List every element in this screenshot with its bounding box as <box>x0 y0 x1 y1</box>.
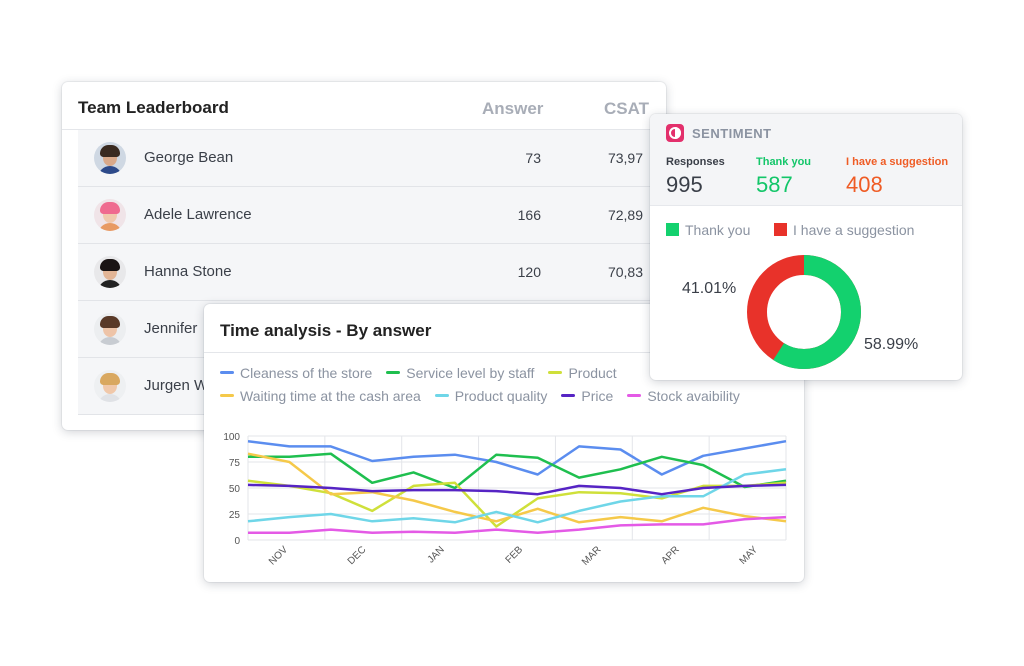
legend-item-thank-you[interactable]: Thank you <box>666 222 750 238</box>
csat-score: 72,89 <box>607 207 643 223</box>
legend-swatch <box>666 223 679 236</box>
legend-item[interactable]: Waiting time at the cash area <box>220 385 421 408</box>
member-name: George Bean <box>144 149 234 166</box>
legend-label: Cleaness of the store <box>240 365 373 381</box>
avatar <box>94 142 126 174</box>
legend-label: Product <box>568 365 617 381</box>
member-name: Adele Lawrence <box>144 206 252 223</box>
sentiment-title: SENTIMENT <box>692 126 772 141</box>
leaderboard-header: Team Leaderboard Answer CSAT <box>62 82 666 130</box>
sentiment-card: SENTIMENT Responses 995 Thank you 587 I … <box>650 114 962 380</box>
legend-item[interactable]: Service level by staff <box>386 362 534 385</box>
answer-count: 166 <box>517 207 541 223</box>
series-line <box>248 515 787 534</box>
series-line <box>247 483 787 496</box>
sentiment-donut-chart <box>747 255 861 369</box>
table-row[interactable]: Hanna Stone 120 70,83 <box>78 244 666 301</box>
legend-label: Service level by staff <box>406 365 535 381</box>
answer-count: 73 <box>525 150 541 166</box>
legend-line-swatch <box>627 394 642 397</box>
team-leaderboard-card: Team Leaderboard Answer CSAT George Bean… <box>62 82 666 430</box>
series-line <box>247 452 787 524</box>
legend-label: Stock avaibility <box>647 388 740 404</box>
member-name: Jurgen W <box>144 377 209 394</box>
x-tick-label: DEC <box>346 544 369 567</box>
column-header-answer[interactable]: Answer <box>482 99 544 118</box>
legend-item[interactable]: Price <box>561 385 613 408</box>
suggestion-percentage: 41.01% <box>682 280 737 297</box>
x-tick-label: JAN <box>426 544 447 565</box>
legend-swatch <box>774 223 787 236</box>
leaderboard-title: Team Leaderboard <box>78 98 229 117</box>
y-tick-label: 75 <box>229 458 241 469</box>
legend-line-swatch <box>386 371 401 374</box>
series-line <box>248 452 787 490</box>
avatar <box>94 199 126 231</box>
y-tick-label: 100 <box>223 432 240 443</box>
avatar <box>94 256 126 288</box>
y-tick-label: 50 <box>229 484 241 495</box>
table-row[interactable]: Adele Lawrence 166 72,89 <box>78 187 666 244</box>
time-analysis-line-chart: 0 25 50 75 100 NOV DEC JAN FEB MAR APR MAY <box>223 432 787 568</box>
legend-line-swatch <box>220 394 234 397</box>
member-name: Jennifer <box>144 320 198 337</box>
x-tick-label: MAR <box>580 544 604 568</box>
sentiment-summary: SENTIMENT Responses 995 Thank you 587 I … <box>650 114 962 206</box>
responses-value: 995 <box>666 172 703 197</box>
answer-count: 120 <box>517 264 541 280</box>
donut-slice-thank-you[interactable] <box>747 255 861 369</box>
suggestion-label: I have a suggestion <box>846 156 949 168</box>
column-header-csat[interactable]: CSAT <box>604 99 650 118</box>
legend-item[interactable]: Product quality <box>434 385 548 408</box>
x-tick-label: FEB <box>504 544 526 566</box>
csat-score: 70,83 <box>607 264 643 280</box>
x-tick-label: NOV <box>267 544 290 567</box>
time-analysis-card: Time analysis - By answer Cleaness of th… <box>204 304 804 582</box>
time-analysis-title: Time analysis - By answer <box>220 321 432 340</box>
suggestion-value: 408 <box>846 172 883 197</box>
legend-item[interactable]: Stock avaibility <box>627 385 740 408</box>
legend-label: Thank you <box>685 222 751 238</box>
legend-label: Product quality <box>454 388 548 404</box>
legend-line-swatch <box>561 394 576 397</box>
legend-line-swatch <box>220 371 234 374</box>
responses-label: Responses <box>666 156 725 168</box>
thank-you-label: Thank you <box>756 156 812 168</box>
legend-line-swatch <box>548 371 563 374</box>
table-row[interactable]: George Bean 73 73,97 <box>78 130 666 187</box>
series-line <box>247 439 787 476</box>
legend-label: Price <box>581 388 614 404</box>
x-tick-label: MAY <box>738 544 761 567</box>
avatar <box>94 370 126 402</box>
y-tick-label: 25 <box>229 510 241 521</box>
legend-item-suggestion[interactable]: I have a suggestion <box>774 222 914 238</box>
chart-legend: Cleaness of the store Service level by st… <box>220 362 800 408</box>
sentiment-icon <box>666 124 684 142</box>
series-line <box>247 468 787 524</box>
avatar <box>94 313 126 345</box>
csat-score: 73,97 <box>607 150 643 166</box>
legend-line-swatch <box>434 394 449 397</box>
divider <box>204 352 804 353</box>
y-tick-label: 0 <box>234 536 240 547</box>
member-name: Hanna Stone <box>144 263 232 280</box>
x-tick-label: APR <box>659 544 681 566</box>
thank-you-value: 587 <box>756 172 793 197</box>
legend-item[interactable]: Cleaness of the store <box>220 362 372 385</box>
thank-you-percentage: 58.99% <box>864 336 919 353</box>
legend-label: Waiting time at the cash area <box>240 388 421 404</box>
legend-label: I have a suggestion <box>793 222 915 238</box>
legend-item[interactable]: Product <box>548 362 617 385</box>
